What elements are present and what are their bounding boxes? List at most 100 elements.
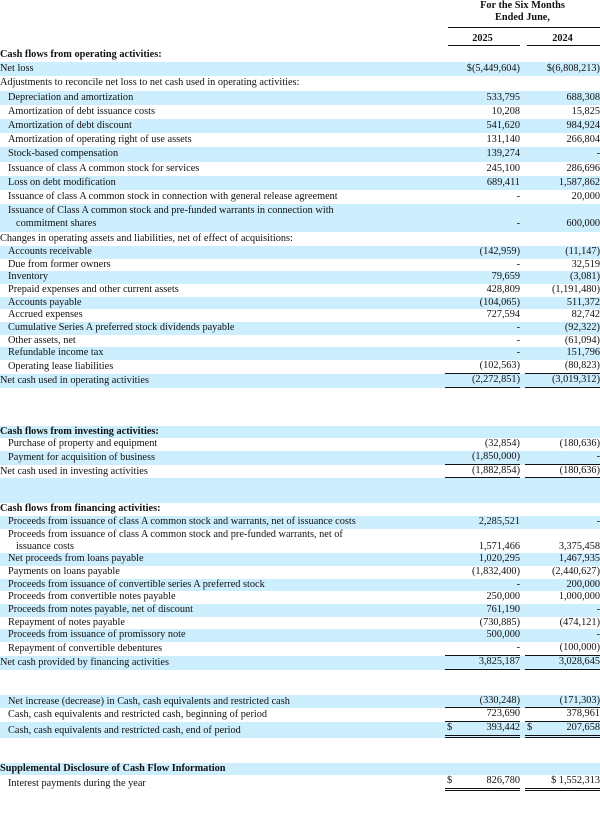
value-2025: 79,659 [445, 271, 520, 284]
value-2025: (2,272,851) [445, 374, 520, 388]
table-row: Issuance of class A common stock for ser… [0, 162, 600, 176]
row-label: Stock-based compensation [0, 147, 445, 161]
value-2024: (474,121) [525, 617, 600, 630]
value-2024: 600,000 [525, 217, 600, 231]
value-text: 10,208 [491, 105, 520, 117]
value-2025: 533,795 [445, 91, 520, 105]
row-label-text: Prepaid expenses and other current asset… [8, 283, 179, 295]
value-text: 378,961 [566, 708, 600, 720]
value-text: 541,620 [486, 120, 520, 132]
value-2024: $(6,808,213) [525, 62, 600, 76]
value-text: (61,094) [564, 334, 600, 346]
row-label-text: Purchase of property and equipment [8, 438, 158, 450]
value-text: 200,000 [566, 578, 600, 590]
row-label-text: Proceeds from convertible notes payable [8, 591, 176, 603]
row-label: Accounts payable [0, 297, 445, 310]
row-label: Cash flows from investing activities: [0, 426, 445, 439]
value-2025: 500,000 [445, 629, 520, 642]
value-text: - [516, 191, 520, 203]
table-row: Proceeds from convertible notes payable 2… [0, 591, 600, 604]
row-label-text: Net cash provided by financing activitie… [0, 656, 169, 668]
value-text: 1,020,295 [478, 553, 520, 565]
value-text: 984,924 [566, 120, 600, 132]
value-text: (2,440,627) [551, 565, 600, 577]
section-header-row: Supplemental Disclosure of Cash Flow Inf… [0, 762, 600, 776]
row-label-text: Net cash used in operating activities [0, 374, 149, 386]
value-2024: 82,742 [525, 309, 600, 322]
value-2024: 286,696 [525, 162, 600, 176]
table-row: Repayment of convertible debentures - (100… [0, 642, 600, 656]
table-row: Accounts payable (104,065) 511,372 [0, 296, 600, 310]
value-text: 151,796 [566, 347, 600, 359]
value-text: 20,000 [571, 191, 600, 203]
row-label-text: Inventory [8, 271, 49, 283]
value-2025: 541,620 [445, 119, 520, 133]
row-label-text: Accounts payable [8, 296, 82, 308]
value-2025: (142,959) [445, 246, 520, 259]
value-text: (104,065) [479, 296, 520, 308]
row-label-text: Refundable income tax [8, 347, 104, 359]
table-row: Proceeds from notes payable, net of disc… [0, 604, 600, 617]
value-text: (102,563) [479, 360, 520, 372]
row-label: Amortization of operating right of use a… [0, 133, 445, 147]
value-text: 723,690 [486, 708, 520, 720]
value-2025: - [445, 259, 520, 272]
value-text: - [516, 347, 520, 359]
value-text: 207,658 [566, 721, 600, 733]
value-2024: 266,804 [525, 133, 600, 147]
value-2025: - [445, 190, 520, 204]
table-row: Loss on debt modification 689,411 1,587,86… [0, 175, 600, 191]
row-label-text: Net cash used in investing activities [0, 465, 148, 477]
row-label: Issuance of class A common stock in conn… [0, 190, 445, 204]
value-2025: - [445, 642, 520, 656]
row-label-text: Cash flows from financing activities: [0, 503, 161, 515]
header-rule [448, 27, 600, 28]
table-row: Repayment of notes payable (730,885) (474,… [0, 617, 600, 630]
year-2025-header: 2025 [472, 33, 493, 44]
row-label: Proceeds from issuance of class A common… [0, 529, 445, 553]
value-text: 3,375,458 [558, 540, 600, 552]
table-row: Amortization of operating right of use a… [0, 133, 600, 147]
row-label-text: Due from former owners [8, 258, 111, 270]
value-2024: (171,303) [525, 695, 600, 709]
value-2025: (104,065) [445, 297, 520, 310]
value-2025: 723,690 [445, 708, 520, 722]
row-label-text: Amortization of debt issuance costs [8, 105, 155, 117]
value-text: 139,274 [486, 148, 520, 160]
row-label: Payment for acquisition of business [0, 452, 445, 465]
row-label: Amortization of debt discount [0, 119, 445, 133]
row-label-text: Operating lease liabilities [8, 361, 114, 373]
table-row: Proceeds from issuance of class A common… [0, 516, 600, 529]
row-label: Net proceeds from loans payable [0, 553, 445, 566]
value-2025: 10,208 [445, 105, 520, 119]
row-label: Payments on loans payable [0, 566, 445, 579]
value-text: $ 1,552,313 [551, 775, 600, 787]
value-2024: 1,467,935 [525, 553, 600, 566]
row-label-text: Net loss [0, 63, 34, 75]
row-label-continuation: issuance costs [16, 540, 75, 552]
value-2024: 20,000 [525, 190, 600, 204]
row-label: Operating lease liabilities [0, 361, 445, 374]
table-row: Payment for acquisition of business (1,85… [0, 450, 600, 465]
row-label-text: Repayment of convertible debentures [8, 643, 163, 655]
row-label-text: Payments on loans payable [8, 565, 120, 577]
value-text: 2,285,521 [478, 516, 520, 528]
row-label-text: Issuance of Class A common stock and pre… [8, 205, 334, 217]
row-label-text: Net proceeds from loans payable [8, 553, 144, 565]
table-row: Proceeds from issuance of convertible se… [0, 578, 600, 592]
value-text: 32,519 [571, 258, 600, 270]
table-row: Net increase (decrease) in Cash, cash eq… [0, 694, 600, 709]
value-2024: 200,000 [525, 579, 600, 592]
table-row: Issuance of class A common stock in conn… [0, 190, 600, 204]
value-text: 600,000 [566, 218, 600, 230]
table-row: Accounts receivable (142,959) (11,147) [0, 245, 600, 259]
row-label-continuation: commitment shares [16, 218, 97, 230]
value-text: 266,804 [566, 134, 600, 146]
row-label: Issuance of Class A common stock and pre… [0, 204, 445, 231]
value-2024: (61,094) [525, 335, 600, 348]
value-2025: (1,850,000) [445, 451, 520, 465]
row-label: Repayment of convertible debentures [0, 643, 445, 656]
value-text: - [596, 148, 600, 160]
value-2024: $207,658 [525, 722, 600, 738]
table-row: Net loss $(5,449,604) $(6,808,213) [0, 62, 600, 77]
